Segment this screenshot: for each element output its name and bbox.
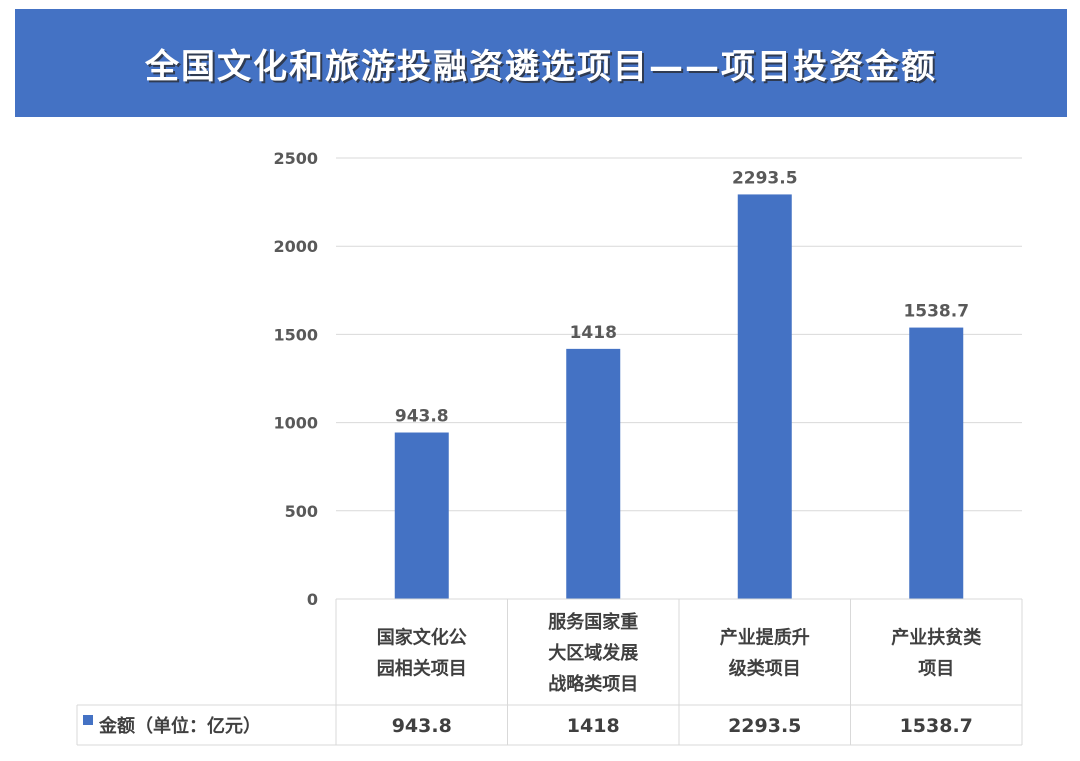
table-value: 2293.5 <box>728 715 801 737</box>
category-label: 战略类项目 <box>548 673 638 695</box>
category-label: 项目 <box>918 659 954 680</box>
title-banner: 全国文化和旅游投融资遴选项目——项目投资金额 <box>15 9 1067 117</box>
data-label: 1418 <box>570 323 617 343</box>
y-tick-label: 1500 <box>273 325 318 344</box>
y-tick-label: 500 <box>285 502 318 521</box>
bar <box>737 194 792 599</box>
table-value: 1418 <box>567 715 620 737</box>
bar <box>566 348 621 599</box>
category-label: 级类项目 <box>729 658 801 680</box>
category-label: 服务国家重 <box>548 611 638 633</box>
bar <box>909 327 964 599</box>
table-value: 943.8 <box>392 715 452 737</box>
category-label: 国家文化公 <box>377 627 467 649</box>
data-label: 1538.7 <box>903 302 969 322</box>
y-tick-label: 2500 <box>273 149 318 168</box>
category-label: 园相关项目 <box>377 658 467 680</box>
legend-key <box>83 715 93 725</box>
y-tick-label: 1000 <box>273 414 318 433</box>
chart-title: 全国文化和旅游投融资遴选项目——项目投资金额 <box>145 46 937 87</box>
y-tick-label: 2000 <box>273 237 318 256</box>
y-tick-label: 0 <box>307 590 318 609</box>
category-label: 产业扶贫类 <box>891 627 982 649</box>
category-label: 产业提质升 <box>720 627 810 649</box>
table-value: 1538.7 <box>900 715 973 737</box>
data-label: 943.8 <box>395 407 449 427</box>
category-label: 大区域发展 <box>548 642 639 664</box>
bar <box>394 432 449 599</box>
legend-series-name: 金额（单位：亿元） <box>98 715 261 737</box>
data-label: 2293.5 <box>732 168 798 188</box>
